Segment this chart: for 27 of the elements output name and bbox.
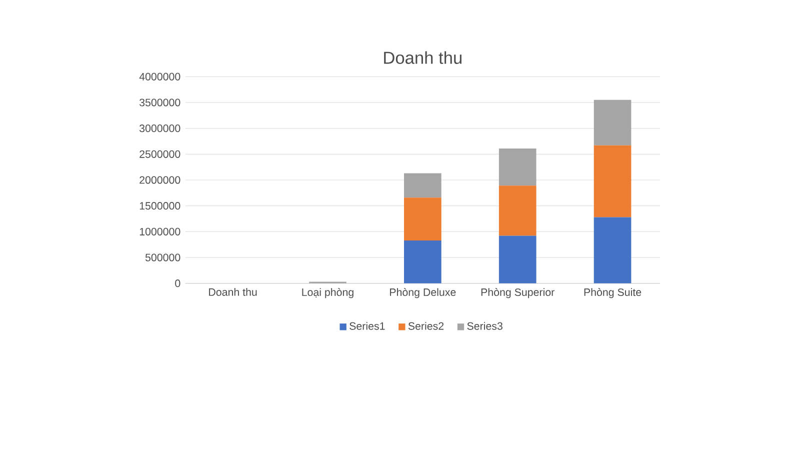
bar <box>594 217 632 284</box>
bar <box>404 198 442 240</box>
x-tick-label: Phòng Superior <box>481 288 554 298</box>
y-tick-label: 0 <box>175 280 180 288</box>
y-tick-label: 1500000 <box>140 202 180 210</box>
bar <box>404 240 442 284</box>
y-tick-label: 3500000 <box>139 98 180 106</box>
bar <box>404 173 442 198</box>
legend-label: Series1 <box>350 322 385 330</box>
bar <box>498 236 536 284</box>
bar <box>594 100 632 146</box>
x-tick-label: Loại phòng <box>302 288 354 298</box>
legend-label: Series3 <box>467 322 502 330</box>
legend-label: Series2 <box>408 322 444 330</box>
y-tick-label: 4000000 <box>139 72 180 80</box>
y-tick-label: 3000000 <box>139 124 180 132</box>
chart-title: Doanh thu <box>384 51 462 64</box>
y-tick-label: 2000000 <box>140 176 180 184</box>
y-tick-label: 1000000 <box>140 228 180 236</box>
bar <box>498 148 536 186</box>
y-tick-label: 500000 <box>145 254 180 262</box>
x-tick-label: Phòng Suite <box>584 288 642 298</box>
x-tick-label: Doanh thu <box>209 288 257 296</box>
bar <box>594 145 632 218</box>
x-tick-label: Phòng Deluxe <box>390 288 456 298</box>
bar <box>498 186 536 236</box>
y-tick-label: 2500000 <box>140 150 180 158</box>
